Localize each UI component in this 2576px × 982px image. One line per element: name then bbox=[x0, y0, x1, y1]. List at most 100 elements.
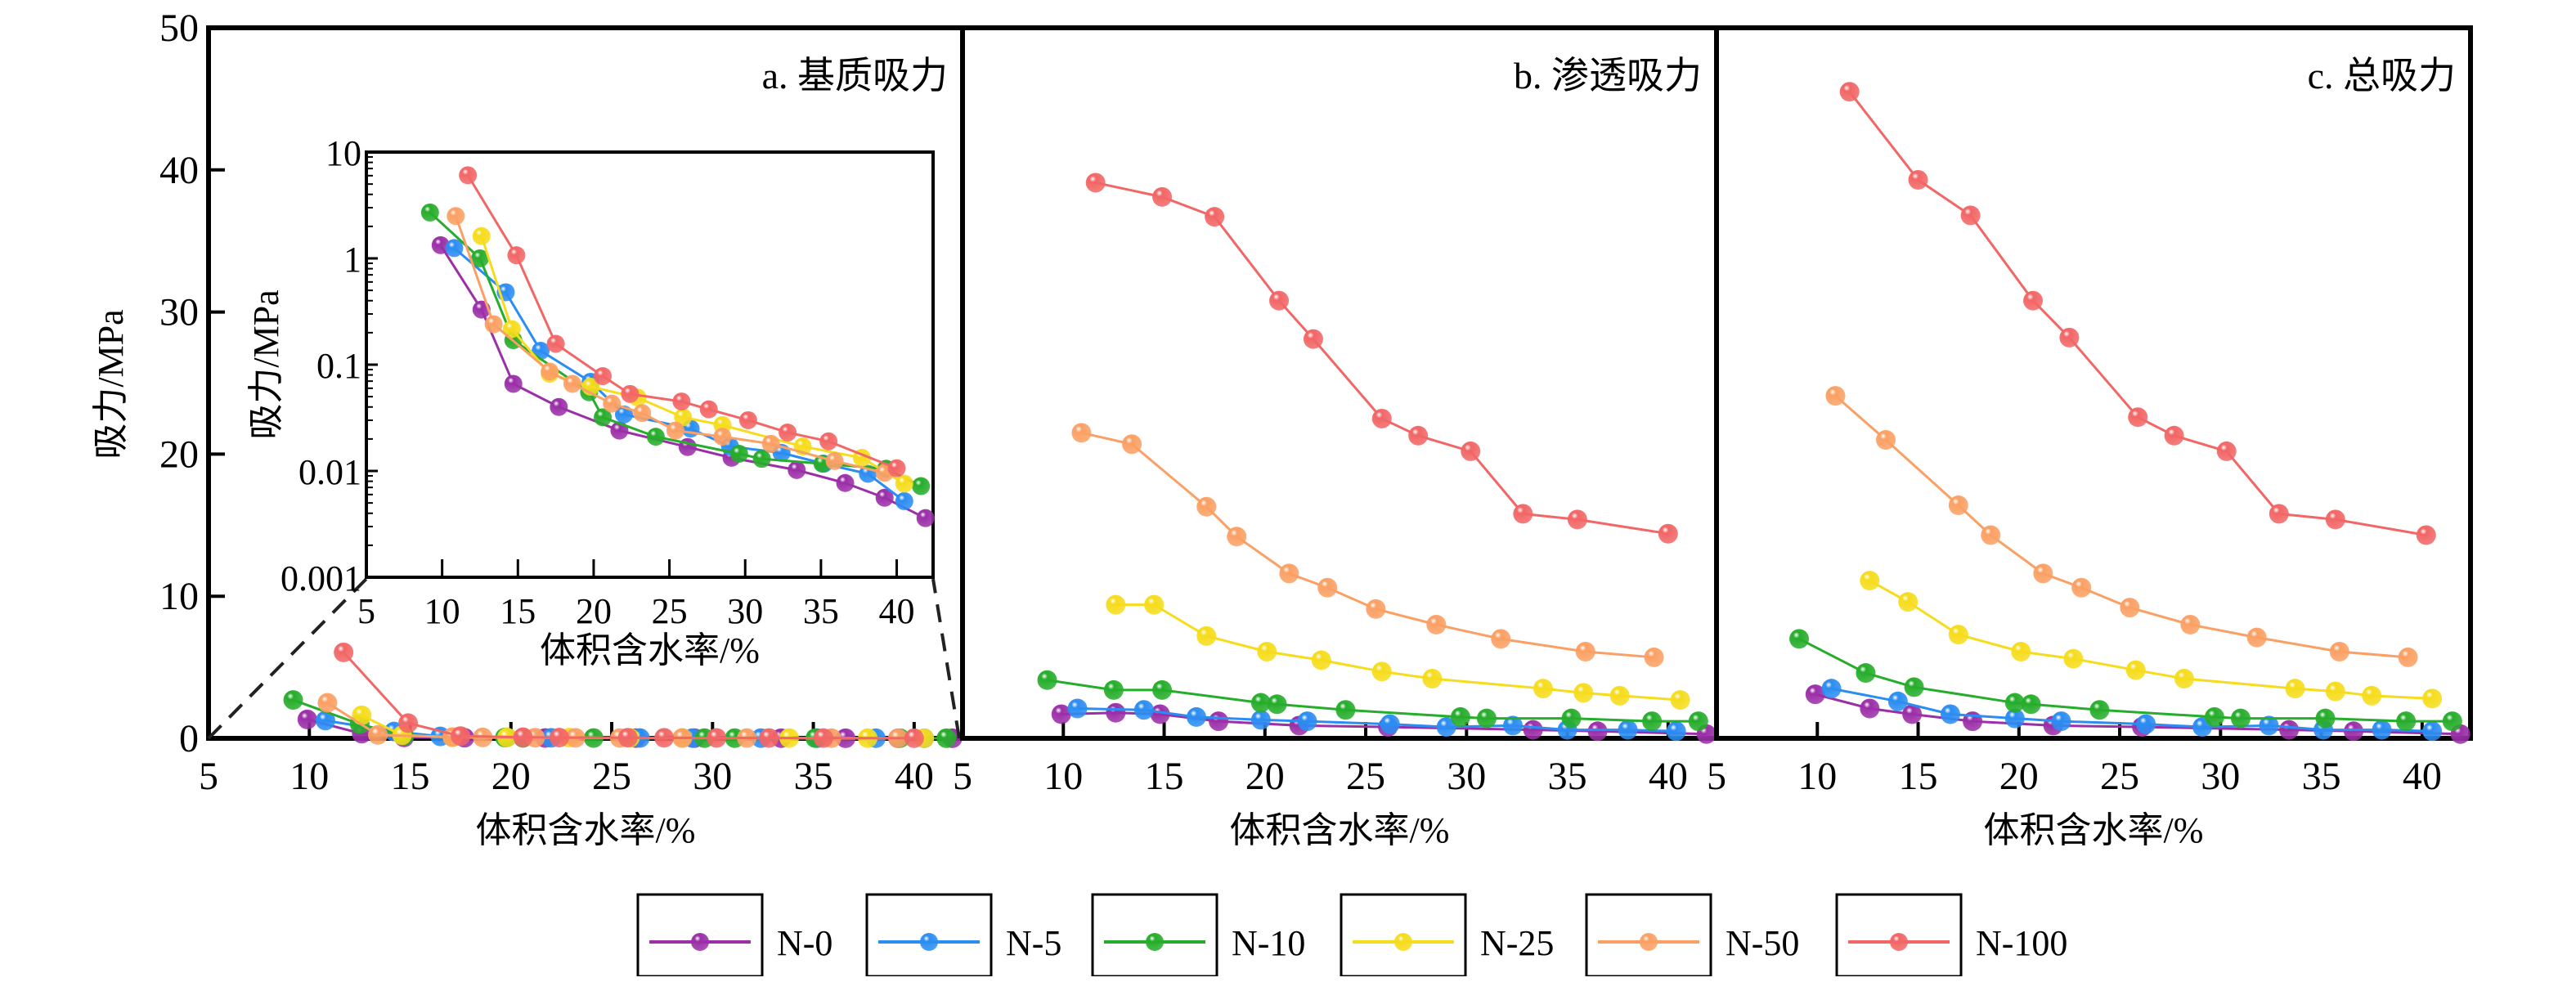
series-N-10 bbox=[1789, 629, 2462, 732]
x-tick-label: 20 bbox=[1245, 755, 1285, 798]
point-N-25 bbox=[1670, 690, 1690, 711]
inset-point-N-10 bbox=[594, 408, 613, 427]
line-N-50 bbox=[1834, 395, 2408, 659]
point-N-0 bbox=[1805, 684, 1825, 705]
inset-point-N-50 bbox=[484, 315, 503, 334]
point-N-100 bbox=[2325, 509, 2345, 530]
point-N-50 bbox=[1279, 563, 1299, 584]
inset-point-N-100 bbox=[887, 459, 906, 478]
point-N-50 bbox=[368, 724, 388, 745]
point-N-10 bbox=[2004, 693, 2025, 713]
point-N-100 bbox=[2059, 327, 2080, 348]
y-axis-title: 吸力/MPa bbox=[91, 309, 131, 459]
inset-point-N-50 bbox=[633, 404, 652, 423]
point-N-10 bbox=[1642, 711, 1663, 732]
point-N-10 bbox=[1103, 679, 1124, 700]
point-N-50 bbox=[1575, 641, 1595, 661]
point-N-100 bbox=[398, 713, 419, 733]
point-N-25 bbox=[2125, 660, 2146, 680]
point-N-10 bbox=[1476, 708, 1497, 729]
point-N-5 bbox=[1666, 721, 1686, 742]
legend-label: N-100 bbox=[1976, 923, 2067, 963]
point-N-25 bbox=[2422, 688, 2443, 709]
inset-point-N-10 bbox=[912, 477, 931, 495]
inset-point-N-0 bbox=[916, 509, 935, 527]
x-tick-label: 40 bbox=[895, 755, 934, 798]
point-N-25 bbox=[1422, 669, 1443, 689]
point-N-10 bbox=[1904, 677, 1924, 697]
x-tick-label: 30 bbox=[1447, 755, 1486, 798]
legend-marker bbox=[1146, 933, 1164, 951]
point-N-25 bbox=[1106, 594, 1126, 615]
point-N-100 bbox=[1839, 82, 1860, 102]
point-N-5 bbox=[1821, 679, 1842, 699]
panel-b: 5 10 15 20 25 30 35 40 体积含水率/% b. 渗透吸力 bbox=[953, 25, 1719, 850]
point-N-5 bbox=[2422, 721, 2443, 742]
point-N-100 bbox=[1205, 207, 1225, 227]
point-N-50 bbox=[1317, 577, 1338, 598]
panel-title: a. 基质吸力 bbox=[762, 55, 948, 96]
inset-point-N-10 bbox=[470, 249, 489, 267]
inset-x-tick-label: 5 bbox=[357, 591, 375, 631]
point-N-0 bbox=[1860, 698, 1880, 719]
x-tick-label: 35 bbox=[794, 755, 833, 798]
legend-label: N-25 bbox=[1480, 923, 1554, 963]
inset-point-N-10 bbox=[729, 445, 748, 464]
inset-chart: 5 10 15 20 25 30 35 40 0.001 0.01 0.1 1 10 体积含水率/% 吸力/… bbox=[207, 133, 961, 740]
legend-marker bbox=[691, 933, 709, 951]
point-N-50 bbox=[1227, 527, 1247, 547]
point-N-100 bbox=[1567, 509, 1587, 530]
point-N-50 bbox=[2071, 577, 2092, 598]
inset-point-N-0 bbox=[788, 460, 806, 479]
legend-label: N-0 bbox=[777, 923, 832, 963]
point-N-10 bbox=[1250, 693, 1271, 713]
x-axis-title: 体积含水率/% bbox=[1984, 810, 2204, 850]
x-tick-label: 20 bbox=[491, 755, 531, 798]
inset-point-N-5 bbox=[895, 491, 913, 510]
point-N-100 bbox=[707, 728, 727, 748]
point-N-0 bbox=[1523, 720, 1543, 740]
point-N-0 bbox=[2344, 721, 2364, 742]
inset-point-N-50 bbox=[541, 362, 559, 381]
legend-label: N-10 bbox=[1232, 923, 1305, 963]
x-tick-label: 35 bbox=[1548, 755, 1587, 798]
inset-x-tick-label: 25 bbox=[652, 591, 688, 631]
inset-point-N-50 bbox=[825, 451, 844, 470]
point-N-100 bbox=[1085, 173, 1106, 193]
inset-point-N-10 bbox=[646, 428, 665, 446]
point-N-100 bbox=[1908, 169, 1928, 190]
y-tick-label: 20 bbox=[159, 433, 199, 476]
point-N-10 bbox=[1561, 708, 1582, 729]
x-tick-label: 10 bbox=[1797, 755, 1837, 798]
inset-x-tick-label: 30 bbox=[727, 591, 763, 631]
point-N-5 bbox=[2051, 711, 2071, 732]
point-N-50 bbox=[2246, 627, 2267, 648]
point-N-50 bbox=[2033, 563, 2053, 584]
panel-title: c. 总吸力 bbox=[2308, 55, 2456, 96]
x-tick-label: 40 bbox=[1649, 755, 1688, 798]
panel-title: b. 渗透吸力 bbox=[1514, 55, 1702, 96]
inset-point-N-100 bbox=[672, 392, 691, 411]
point-N-100 bbox=[1408, 425, 1429, 446]
series-N-100 bbox=[1839, 82, 2436, 545]
point-N-0 bbox=[297, 709, 317, 729]
inset-y-tick-label: 0.01 bbox=[298, 452, 361, 492]
point-N-25 bbox=[2325, 681, 2345, 702]
point-N-25 bbox=[1860, 571, 1880, 591]
point-N-100 bbox=[1960, 205, 1981, 226]
legend-item-N-5: N-5 bbox=[865, 893, 1061, 978]
series-N-5 bbox=[1821, 679, 2443, 742]
point-N-100 bbox=[904, 728, 924, 748]
point-N-25 bbox=[1898, 592, 1919, 612]
point-N-100 bbox=[2023, 290, 2044, 311]
legend-item-N-25: N-25 bbox=[1340, 893, 1554, 978]
point-N-10 bbox=[2204, 706, 2224, 727]
inset-point-N-25 bbox=[472, 226, 491, 245]
point-N-25 bbox=[2362, 685, 2382, 706]
point-N-5 bbox=[1380, 714, 1400, 734]
legend-marker bbox=[1640, 933, 1658, 951]
legend-item-N-50: N-50 bbox=[1585, 893, 1799, 978]
inset-point-N-10 bbox=[752, 450, 771, 469]
point-N-25 bbox=[2011, 641, 2031, 661]
